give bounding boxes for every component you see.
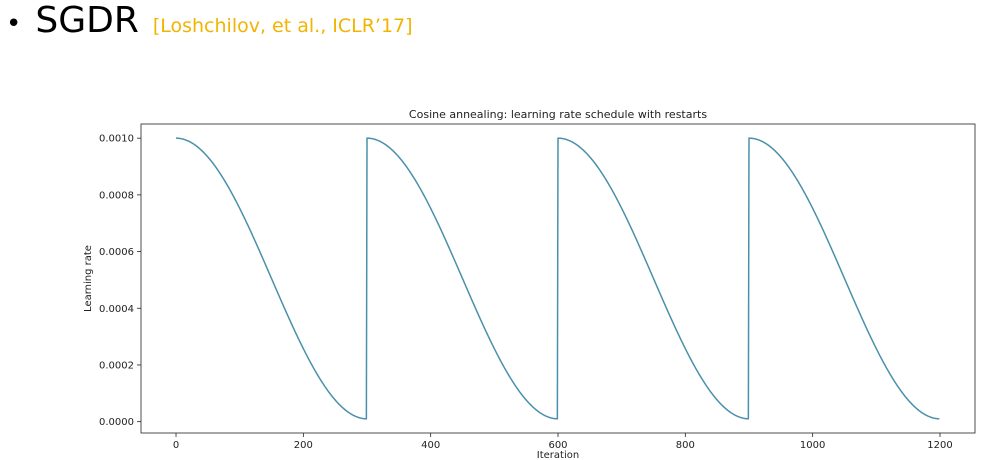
slide-heading: • SGDR [Loshchilov, et al., ICLR’17]	[6, 0, 413, 44]
y-tick-label: 0.0008	[99, 190, 134, 201]
y-tick-label: 0.0010	[99, 134, 134, 145]
y-tick-label: 0.0000	[99, 417, 134, 428]
y-tick-label: 0.0006	[99, 247, 134, 258]
x-axis-label: Iteration	[537, 450, 579, 460]
series-line-0	[175, 137, 940, 420]
x-tick-label: 1200	[927, 440, 952, 451]
slide-title: SGDR	[35, 0, 139, 41]
series-layer	[175, 137, 940, 420]
x-tick-label: 1000	[800, 440, 825, 451]
y-tick-label: 0.0002	[99, 360, 134, 371]
x-tick-label: 200	[294, 440, 313, 451]
y-tick-label: 0.0004	[99, 304, 134, 315]
citation: [Loshchilov, et al., ICLR’17]	[152, 15, 413, 37]
x-tick-label: 400	[421, 440, 440, 451]
chart-title: Cosine annealing: learning rate schedule…	[409, 108, 707, 121]
x-tick-label: 600	[548, 440, 567, 451]
bullet-point: •	[6, 9, 22, 39]
axes-layer: 0 200 400 600 800 1000 1200 0.0000 0.0002 0.0004 0…	[99, 123, 976, 451]
y-axis-label: Learning rate	[83, 245, 94, 312]
x-tick-label: 0	[173, 440, 179, 451]
x-tick-label: 800	[676, 440, 695, 451]
